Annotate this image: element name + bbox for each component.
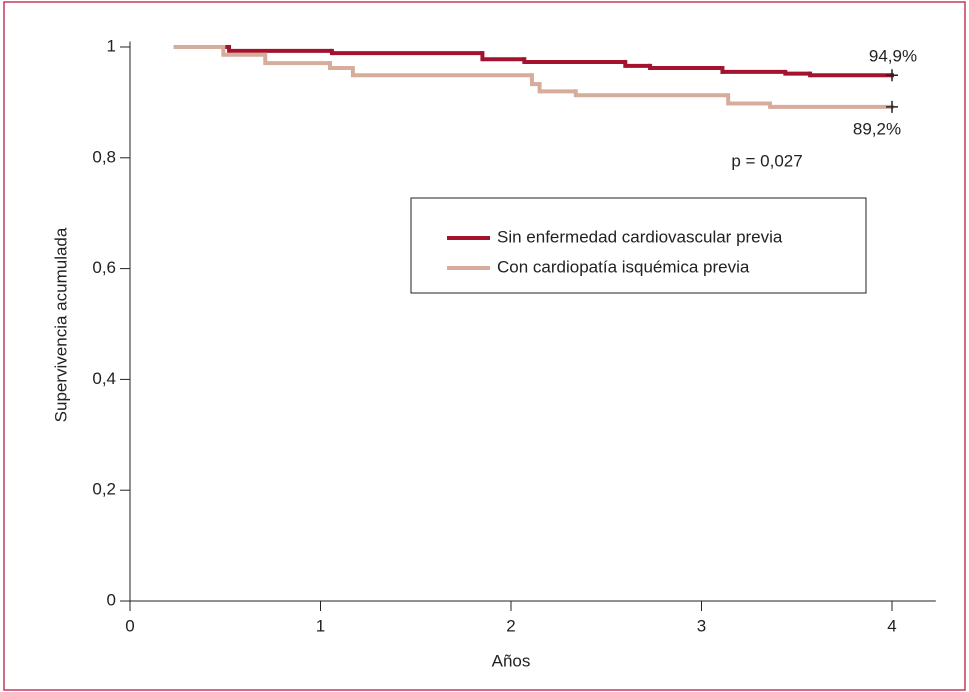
y-tick-label: 0,6 [92,258,116,277]
x-tick-label: 2 [506,616,515,635]
x-tick-label: 0 [125,616,134,635]
legend-label: Con cardiopatía isquémica previa [497,257,750,276]
annotation: p = 0,027 [731,151,802,170]
x-axis-label: Años [492,651,531,670]
y-axis-label: Supervivencia acumulada [51,227,70,422]
y-tick-label: 0,8 [92,147,116,166]
y-tick-label: 0,4 [92,369,116,388]
x-tick-label: 4 [887,616,896,635]
x-tick-label: 1 [316,616,325,635]
annotation: 89,2% [853,119,901,138]
y-tick-label: 1 [107,36,116,55]
censor-mark [886,100,898,113]
y-tick-label: 0 [107,590,116,609]
y-tick-label: 0,2 [92,480,116,499]
legend-label: Sin enfermedad cardiovascular previa [497,227,783,246]
annotation: 94,9% [869,46,917,65]
frame [3,1,966,691]
censor-mark [886,69,898,82]
legend-box [410,197,867,294]
x-tick-label: 3 [697,616,706,635]
